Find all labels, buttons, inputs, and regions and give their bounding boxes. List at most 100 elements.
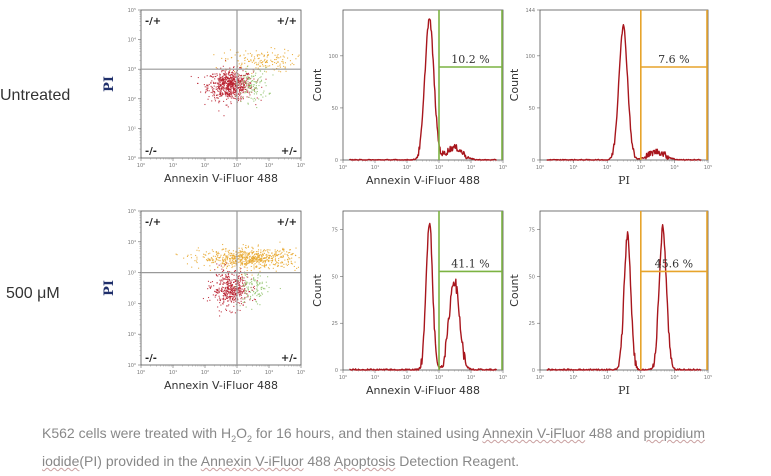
data-point: [231, 82, 233, 85]
data-point: [223, 287, 225, 289]
data-point: [255, 86, 257, 89]
data-point: [245, 71, 247, 73]
data-point: [256, 289, 258, 291]
data-point: [239, 67, 241, 69]
data-point: [220, 280, 222, 282]
data-point: [227, 87, 229, 89]
data-point: [275, 270, 277, 272]
data-point: [206, 300, 208, 302]
x-tick-label: 10¹: [169, 163, 177, 169]
data-point: [225, 94, 227, 96]
data-point: [217, 94, 219, 96]
data-point: [275, 263, 277, 265]
data-point: [244, 274, 246, 276]
data-point: [241, 253, 243, 256]
caption-subscript: 2: [231, 433, 237, 444]
data-point: [210, 257, 212, 259]
data-point: [235, 253, 237, 256]
data-point: [256, 106, 258, 109]
data-point: [227, 84, 229, 86]
data-point: [223, 265, 225, 267]
data-point: [242, 81, 244, 83]
data-point: [232, 72, 234, 74]
data-point: [261, 259, 263, 261]
data-point: [251, 54, 253, 56]
data-point: [253, 285, 255, 287]
data-point: [230, 89, 232, 91]
data-point: [214, 92, 216, 94]
data-point: [253, 93, 255, 95]
data-point: [217, 306, 219, 308]
data-point: [232, 257, 234, 259]
x-axis-label: Annexin V-iFluor 488: [366, 174, 480, 187]
data-point: [250, 259, 252, 262]
y-axis-label: Count: [508, 273, 521, 306]
data-point: [220, 67, 222, 69]
data-point: [228, 87, 230, 89]
data-point: [271, 262, 273, 264]
data-point: [250, 289, 253, 291]
data-point: [231, 289, 233, 291]
data-point: [252, 257, 254, 259]
data-point: [251, 80, 253, 82]
data-point: [242, 253, 244, 255]
data-point: [262, 253, 264, 255]
data-point: [262, 260, 264, 262]
data-point: [243, 289, 245, 291]
data-point: [244, 74, 247, 76]
data-point: [232, 86, 234, 88]
data-point: [281, 251, 283, 253]
data-point: [247, 53, 249, 55]
data-point: [256, 257, 258, 259]
data-point: [288, 258, 290, 260]
data-point: [240, 97, 242, 99]
data-point: [251, 260, 254, 262]
data-point: [254, 299, 257, 301]
data-point: [234, 280, 236, 283]
data-point: [255, 67, 257, 69]
data-point: [210, 76, 213, 78]
data-point: [214, 73, 216, 75]
data-point: [257, 259, 259, 261]
data-point: [278, 70, 280, 72]
data-point: [218, 90, 220, 92]
data-point: [215, 94, 218, 96]
x-tick-label: 10⁰: [339, 375, 347, 381]
x-tick-label: 10³: [435, 165, 443, 171]
data-point: [256, 288, 258, 290]
data-point: [221, 249, 223, 251]
data-point: [256, 286, 258, 288]
data-point: [255, 259, 257, 261]
data-point: [277, 265, 280, 267]
data-point: [232, 74, 234, 76]
x-tick-label: 10⁴: [265, 163, 273, 169]
plot-frame: [539, 210, 709, 371]
data-point: [260, 287, 262, 289]
data-point: [245, 255, 247, 257]
data-point: [290, 254, 292, 256]
data-point: [225, 290, 227, 292]
data-point: [231, 72, 233, 74]
data-point: [272, 267, 274, 269]
data-point: [237, 78, 239, 80]
data-point: [247, 102, 249, 104]
data-point: [230, 258, 232, 260]
data-point: [242, 80, 244, 82]
data-point: [221, 260, 224, 262]
data-point: [263, 257, 265, 259]
y-tick-label: 100: [328, 54, 338, 60]
data-point: [260, 99, 262, 101]
data-point: [225, 95, 227, 97]
data-point: [249, 299, 251, 301]
data-point: [216, 282, 218, 284]
data-point: [225, 261, 227, 263]
data-point: [244, 91, 246, 93]
data-point: [255, 265, 257, 268]
data-point: [239, 277, 242, 279]
data-point: [223, 297, 225, 299]
data-point: [216, 73, 218, 75]
data-point: [216, 88, 218, 90]
data-point: [206, 259, 208, 261]
plot-frame: [539, 9, 709, 161]
data-point: [250, 91, 252, 93]
